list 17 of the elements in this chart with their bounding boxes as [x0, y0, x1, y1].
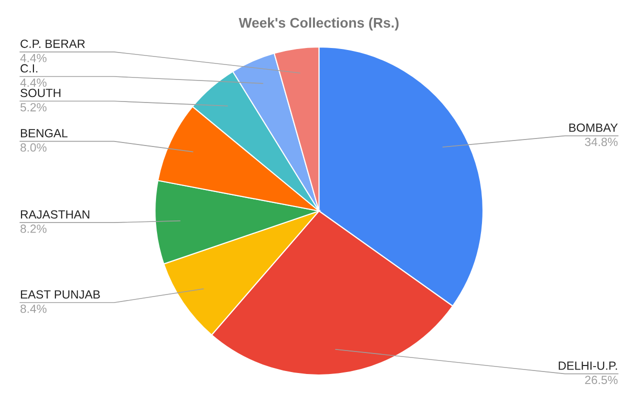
data-label: 8.4% [20, 304, 46, 313]
slice-label: C.P. BERAR [20, 40, 85, 48]
slice-label: SOUTH [20, 88, 60, 98]
data-label: 4.4% [20, 54, 46, 62]
slice-label: RAJASTHAN [20, 210, 90, 219]
slice-label: EAST PUNJAB [20, 290, 100, 299]
slice-label: BOMBAY [569, 123, 618, 132]
data-label: 8.0% [20, 143, 46, 152]
chart-title: Week's Collections (Rs.) [238, 18, 399, 30]
data-label: 8.2% [20, 224, 46, 233]
slice-label: C.I. [20, 64, 38, 73]
slice-label: BENGAL [20, 129, 68, 138]
data-label: 34.8% [584, 138, 618, 146]
data-label: 26.5% [585, 376, 618, 384]
data-label: 5.2% [20, 103, 46, 112]
slice-label: DELHI-U.P. [558, 362, 617, 370]
data-label: 4.4% [20, 78, 46, 87]
